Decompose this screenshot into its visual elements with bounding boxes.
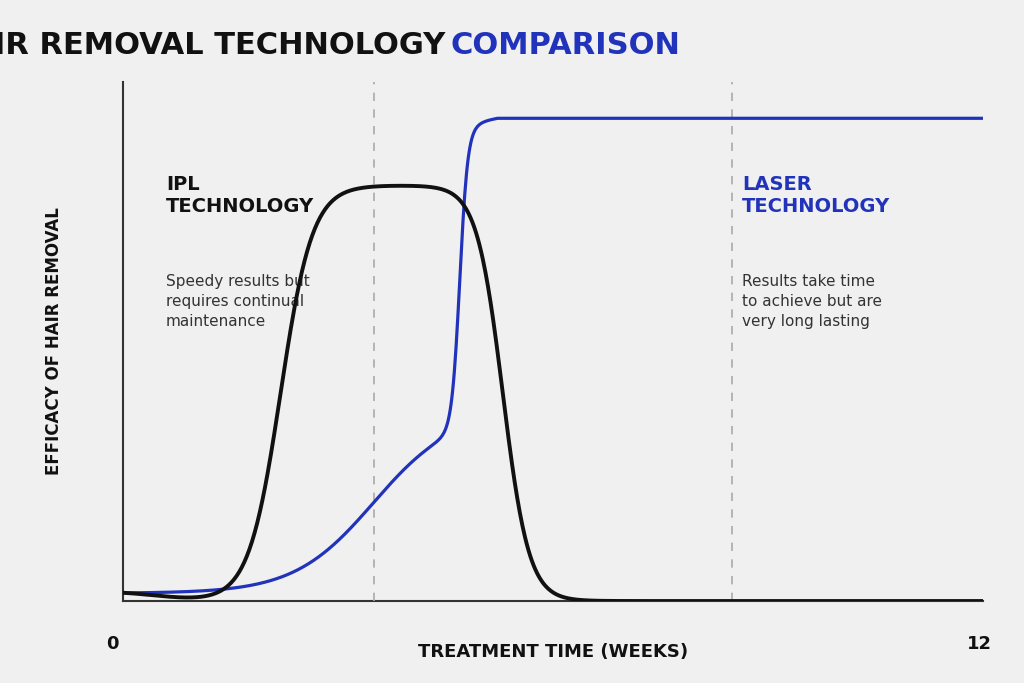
Text: HAIR REMOVAL TECHNOLOGYCOMPARISON: HAIR REMOVAL TECHNOLOGYCOMPARISON (147, 27, 877, 56)
Text: IPL
TECHNOLOGY: IPL TECHNOLOGY (166, 176, 314, 217)
Text: LASER
TECHNOLOGY: LASER TECHNOLOGY (742, 176, 891, 217)
Text: Results take time
to achieve but are
very long lasting: Results take time to achieve but are ver… (742, 274, 883, 329)
Text: 0: 0 (105, 635, 118, 653)
Text: TREATMENT TIME (WEEKS): TREATMENT TIME (WEEKS) (418, 643, 688, 660)
Text: COMPARISON: COMPARISON (451, 31, 680, 59)
Text: EFFICACY OF HAIR REMOVAL: EFFICACY OF HAIR REMOVAL (45, 208, 63, 475)
Text: Speedy results but
requires continual
maintenance: Speedy results but requires continual ma… (166, 274, 309, 329)
Text: HAIR REMOVAL TECHNOLOGY: HAIR REMOVAL TECHNOLOGY (0, 31, 445, 59)
Text: 12: 12 (967, 635, 991, 653)
